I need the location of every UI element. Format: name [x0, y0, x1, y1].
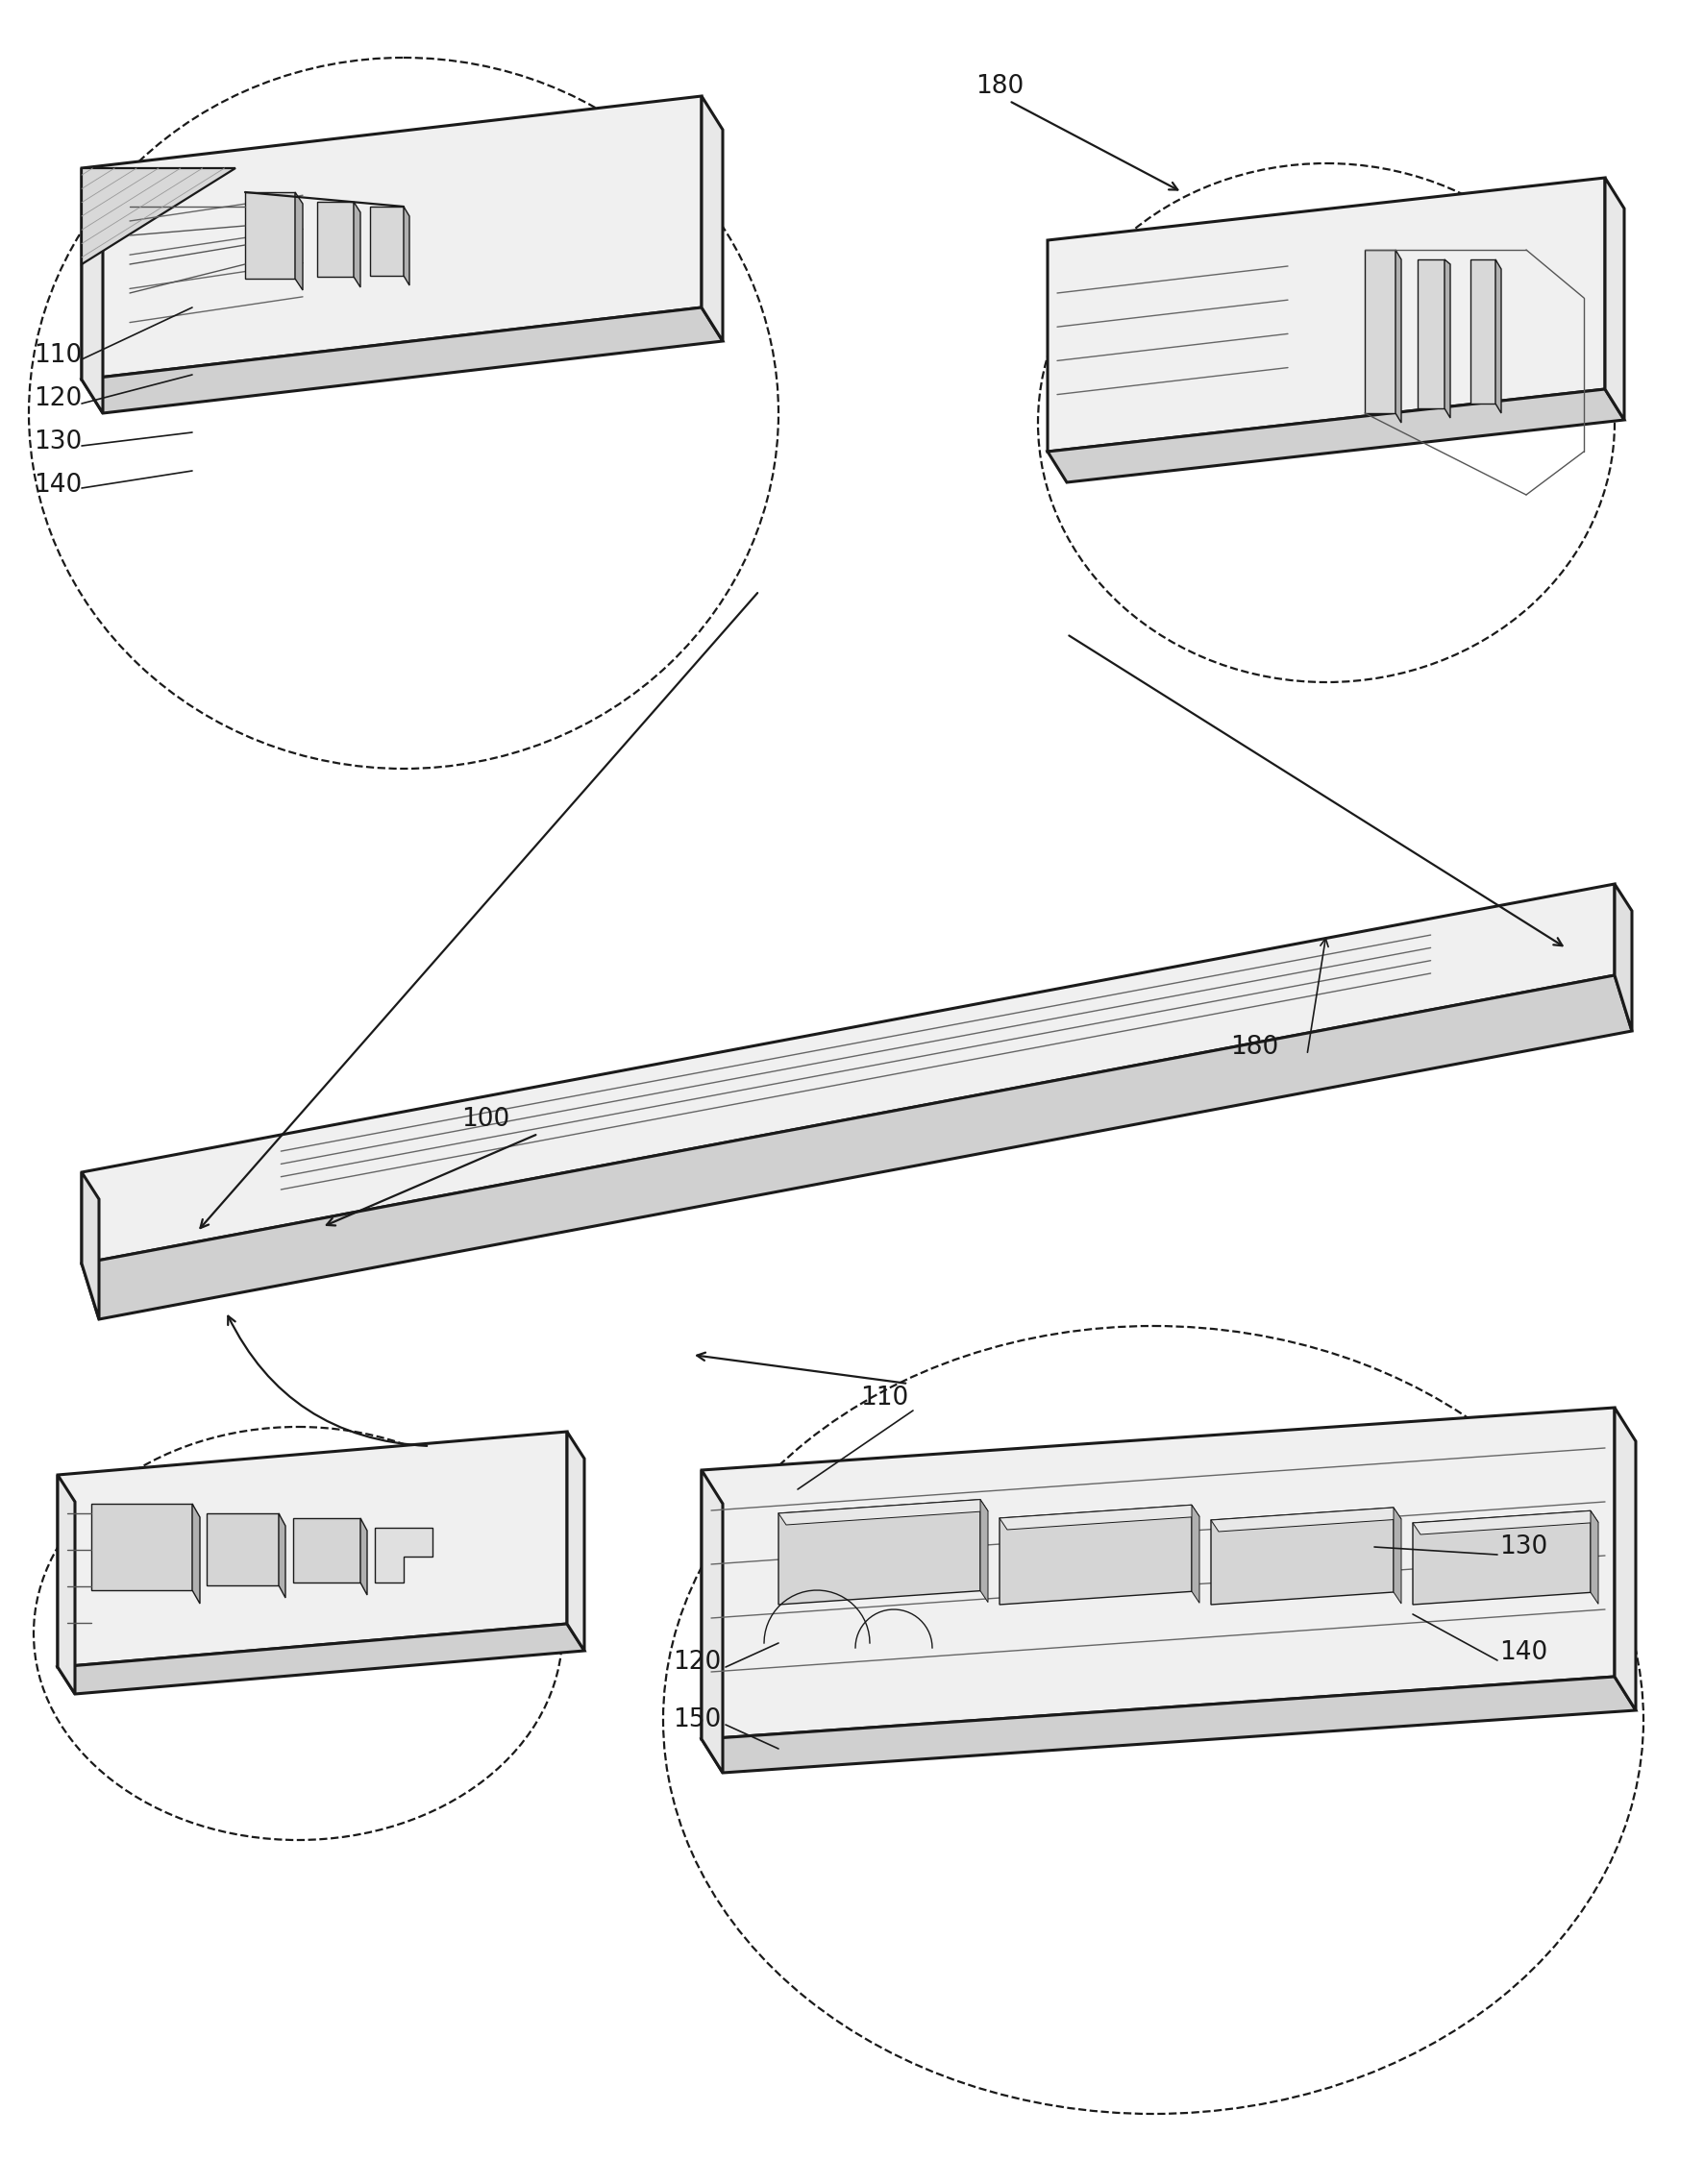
- Polygon shape: [370, 207, 404, 275]
- Polygon shape: [1418, 260, 1445, 408]
- Polygon shape: [206, 1514, 279, 1586]
- Polygon shape: [1000, 1505, 1200, 1529]
- Text: 120: 120: [34, 387, 82, 411]
- Polygon shape: [245, 192, 295, 280]
- Polygon shape: [361, 1518, 366, 1594]
- Polygon shape: [58, 1474, 75, 1695]
- Polygon shape: [58, 1625, 584, 1695]
- Polygon shape: [779, 1500, 988, 1524]
- Text: 100: 100: [462, 1107, 509, 1131]
- Text: 140: 140: [34, 472, 82, 498]
- Polygon shape: [1048, 389, 1624, 483]
- Polygon shape: [702, 1409, 1615, 1738]
- Text: 110: 110: [861, 1385, 908, 1411]
- Polygon shape: [58, 1433, 567, 1666]
- Polygon shape: [1212, 1507, 1394, 1605]
- Polygon shape: [779, 1500, 980, 1605]
- Polygon shape: [82, 976, 1632, 1319]
- Text: 130: 130: [1500, 1535, 1547, 1559]
- Polygon shape: [82, 168, 235, 264]
- Polygon shape: [1615, 885, 1632, 1031]
- Polygon shape: [82, 96, 702, 380]
- Polygon shape: [567, 1433, 584, 1651]
- Text: 120: 120: [673, 1649, 721, 1675]
- Polygon shape: [1000, 1505, 1191, 1605]
- Text: 180: 180: [1230, 1035, 1278, 1059]
- Polygon shape: [82, 885, 1615, 1265]
- Polygon shape: [354, 201, 361, 288]
- Text: 130: 130: [34, 430, 82, 454]
- Polygon shape: [404, 207, 409, 286]
- Text: 150: 150: [673, 1708, 721, 1732]
- Text: 180: 180: [975, 74, 1024, 98]
- Polygon shape: [702, 96, 722, 341]
- Polygon shape: [1413, 1511, 1598, 1535]
- Text: 110: 110: [34, 343, 82, 367]
- Polygon shape: [1048, 177, 1605, 452]
- Polygon shape: [980, 1500, 988, 1603]
- Polygon shape: [1365, 249, 1396, 413]
- Polygon shape: [1615, 1409, 1636, 1710]
- Polygon shape: [295, 192, 303, 290]
- Polygon shape: [293, 1518, 361, 1583]
- Polygon shape: [1396, 249, 1401, 424]
- Polygon shape: [92, 1505, 193, 1590]
- Polygon shape: [193, 1505, 199, 1603]
- Polygon shape: [1394, 1507, 1401, 1603]
- Polygon shape: [1496, 260, 1501, 413]
- Polygon shape: [279, 1514, 286, 1599]
- Polygon shape: [1212, 1507, 1401, 1531]
- Polygon shape: [1445, 260, 1450, 417]
- Polygon shape: [702, 1677, 1636, 1773]
- Polygon shape: [317, 201, 354, 277]
- Polygon shape: [1605, 177, 1624, 419]
- Polygon shape: [375, 1529, 433, 1583]
- Polygon shape: [82, 168, 102, 413]
- Polygon shape: [1590, 1511, 1598, 1603]
- Polygon shape: [702, 1470, 722, 1773]
- Polygon shape: [1191, 1505, 1200, 1603]
- Text: 140: 140: [1500, 1640, 1547, 1664]
- Polygon shape: [1413, 1511, 1590, 1605]
- Polygon shape: [82, 1173, 99, 1319]
- Polygon shape: [1471, 260, 1496, 404]
- Polygon shape: [82, 308, 722, 413]
